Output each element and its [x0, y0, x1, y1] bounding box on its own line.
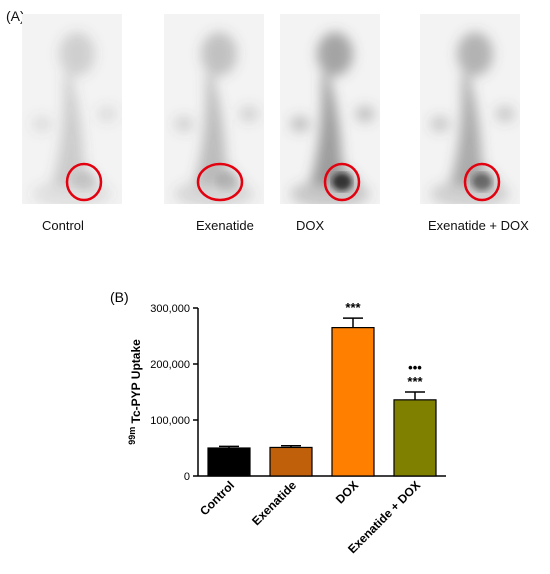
significance-label: ••• — [408, 360, 422, 375]
bar-1 — [207, 447, 251, 477]
y-tick-label: 300,000 — [150, 303, 190, 315]
roi-circle — [323, 162, 361, 202]
category-label: DOX — [333, 478, 361, 506]
panel-b-label: (B) — [110, 289, 129, 305]
roi-circle — [65, 162, 103, 202]
y-axis-label: 99m Tc-PYP Uptake — [127, 339, 143, 445]
scan-caption-4: Exenatide + DOX — [428, 218, 529, 233]
scan-image-3 — [280, 14, 380, 208]
uptake-bar-chart: (B) 0 100,000 200,000 300,000 99m Tc-PYP Upta… — [110, 289, 446, 556]
roi-circle — [463, 162, 501, 202]
y-tick-label: 200,000 — [150, 359, 190, 371]
bar-2 — [269, 446, 313, 477]
significance-label: *** — [407, 374, 423, 389]
bar-4 — [393, 399, 437, 477]
panel-a-label: (A) — [6, 8, 25, 24]
category-label: Control — [197, 478, 237, 518]
bar-3 — [331, 326, 375, 477]
scan-caption-1: Control — [42, 218, 84, 233]
significance-label: *** — [345, 300, 361, 315]
scan-image-4 — [420, 14, 520, 208]
y-tick-label: 100,000 — [150, 415, 190, 427]
roi-circle — [196, 162, 244, 202]
scan-image-2 — [164, 14, 264, 208]
category-label: Exenatide — [249, 478, 299, 528]
scan-caption-2: Exenatide — [196, 218, 254, 233]
y-tick-label: 0 — [184, 471, 190, 483]
scan-caption-3: DOX — [296, 218, 325, 233]
y-axis-label-text: Tc-PYP Uptake — [129, 339, 143, 427]
scan-image-1 — [22, 14, 122, 208]
y-axis-label-superscript: 99m — [127, 427, 137, 445]
